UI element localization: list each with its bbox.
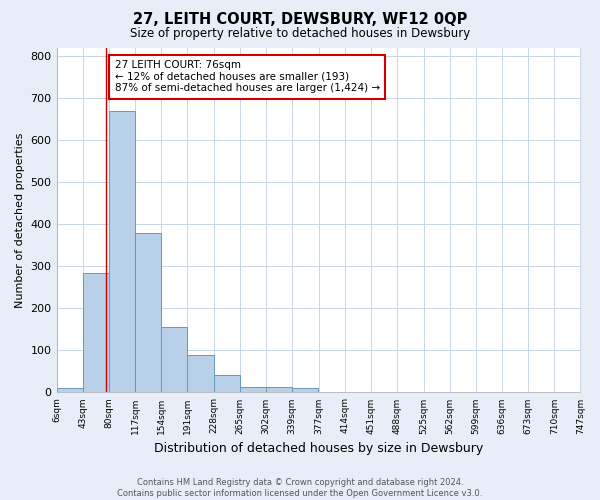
Bar [83, 272, 109, 392]
X-axis label: Distribution of detached houses by size in Dewsbury: Distribution of detached houses by size … [154, 442, 483, 455]
Text: Size of property relative to detached houses in Dewsbury: Size of property relative to detached ho… [130, 28, 470, 40]
Text: 27 LEITH COURT: 76sqm
← 12% of detached houses are smaller (193)
87% of semi-det: 27 LEITH COURT: 76sqm ← 12% of detached … [115, 60, 380, 94]
Text: Contains HM Land Registry data © Crown copyright and database right 2024.
Contai: Contains HM Land Registry data © Crown c… [118, 478, 482, 498]
Text: 27, LEITH COURT, DEWSBURY, WF12 0QP: 27, LEITH COURT, DEWSBURY, WF12 0QP [133, 12, 467, 28]
Y-axis label: Number of detached properties: Number of detached properties [15, 132, 25, 308]
Bar [135, 234, 161, 392]
Bar [239, 387, 266, 392]
Bar [56, 388, 83, 392]
Bar [292, 388, 318, 392]
Bar [109, 110, 135, 392]
Bar [161, 327, 187, 392]
Bar [187, 356, 214, 393]
Bar [266, 387, 292, 392]
Bar [214, 375, 239, 392]
